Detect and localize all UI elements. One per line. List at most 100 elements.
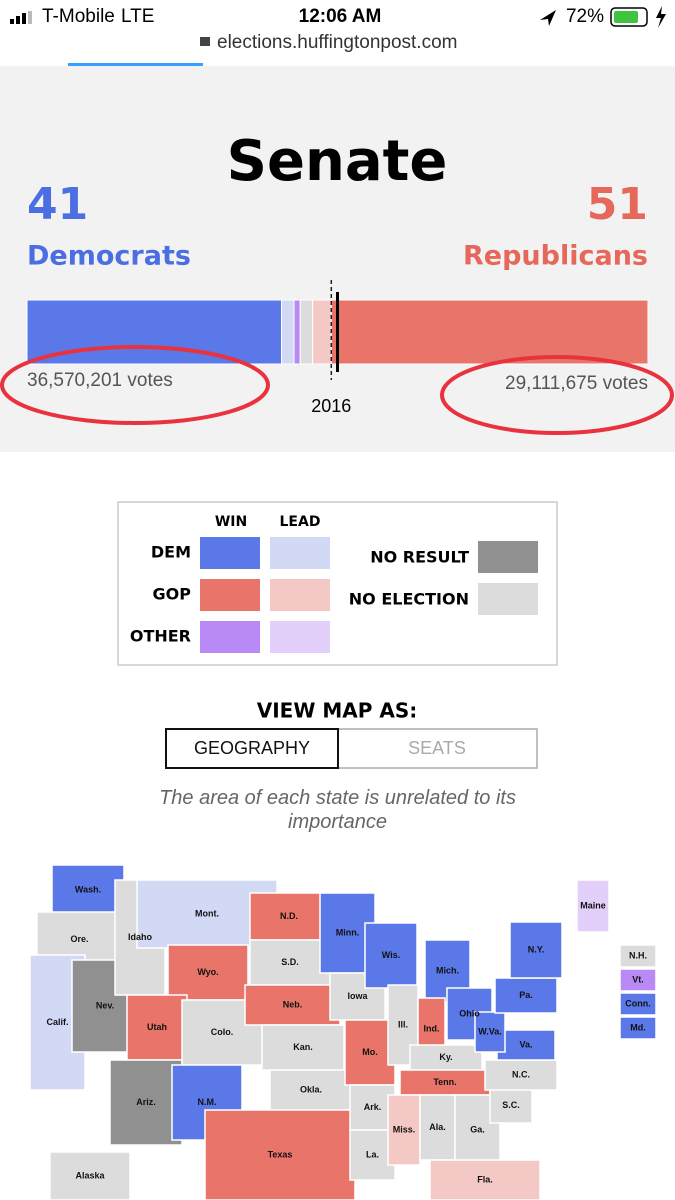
state — [489, 1087, 533, 1124]
state — [249, 939, 331, 986]
state — [619, 992, 657, 1016]
state-label: Utah — [147, 1022, 167, 1032]
state-label: N.D. — [280, 911, 298, 921]
battery-text: 72% — [566, 6, 604, 27]
state-label: Conn. — [625, 998, 651, 1008]
state-label: N.H. — [629, 950, 647, 960]
state — [249, 892, 329, 941]
dem-label: Democrats — [27, 241, 191, 272]
bar-segment — [299, 299, 314, 365]
state — [387, 1094, 421, 1166]
state — [509, 921, 563, 979]
legend-column: LEAD — [280, 514, 321, 530]
legend-row-label: OTHER — [130, 627, 191, 646]
carrier: T-Mobile — [42, 6, 115, 27]
legend-swatch — [270, 579, 330, 611]
legend-extra-label: NO ELECTION — [349, 590, 469, 609]
bar-segment — [330, 299, 649, 365]
legend-swatch — [200, 621, 260, 653]
state — [619, 968, 657, 992]
state — [409, 1044, 483, 1071]
state-label: Tenn. — [433, 1077, 456, 1087]
map: Wash. Ore. Calif. Nev. Idaho Mont. Wyo. Utah Ari… — [29, 864, 657, 1200]
bar-segment — [281, 299, 295, 365]
legend-swatch — [200, 579, 260, 611]
state-label: Alaska — [75, 1170, 105, 1180]
state — [429, 1159, 541, 1200]
annotation-circle — [0, 345, 270, 425]
state-label: Ga. — [470, 1124, 485, 1134]
legend-swatch — [478, 583, 538, 615]
state — [576, 879, 610, 933]
state-label: Wyo. — [197, 967, 218, 977]
legend-row-label: DEM — [151, 543, 191, 562]
state-label: Nev. — [96, 1000, 114, 1010]
dem-votes: 36,570,201 votes — [27, 370, 173, 391]
state — [126, 994, 188, 1061]
clock: 12:06 AM — [299, 6, 382, 27]
title: Senate — [227, 129, 448, 194]
location-icon — [540, 10, 556, 26]
state-label: Mont. — [195, 908, 219, 918]
state-label: N.M. — [198, 1097, 217, 1107]
state — [204, 1109, 356, 1200]
view-heading: VIEW MAP AS: — [257, 699, 418, 723]
dem-seats: 41 — [27, 179, 88, 230]
gop-label: Republicans — [463, 241, 648, 272]
option-seats[interactable]: SEATS — [408, 738, 466, 758]
legend-extra-label: NO RESULT — [370, 548, 469, 567]
lock-icon — [200, 37, 210, 46]
state-label: Ariz. — [136, 1097, 156, 1107]
state — [167, 944, 249, 1001]
toggle-geography[interactable] — [165, 728, 339, 769]
state-label: N.Y. — [528, 944, 545, 954]
state-label: Ark. — [364, 1102, 382, 1112]
state-label: Va. — [519, 1039, 532, 1049]
state-label: Miss. — [393, 1124, 416, 1134]
option-geography[interactable]: GEOGRAPHY — [194, 738, 310, 758]
legend-swatch — [200, 537, 260, 569]
state-label: Iowa — [347, 991, 368, 1001]
legend-column: WIN — [215, 514, 247, 530]
annotation-circle — [440, 355, 674, 435]
state-label: W.Va. — [478, 1026, 502, 1036]
state-label: Ky. — [439, 1052, 452, 1062]
state-label: Ore. — [70, 934, 88, 944]
state-label: Ala. — [429, 1122, 446, 1132]
state-label: Mich. — [436, 965, 459, 975]
state-label: Ohio — [459, 1008, 480, 1018]
state-label: Colo. — [211, 1027, 234, 1037]
state-label: Wis. — [382, 950, 400, 960]
state-label: Vt. — [632, 974, 644, 984]
battery-icon — [610, 7, 648, 27]
state-label: Texas — [268, 1149, 293, 1159]
state-label: Calif. — [46, 1017, 68, 1027]
charging-icon — [656, 6, 666, 28]
state-label: Md. — [630, 1022, 646, 1032]
url[interactable]: elections.huffingtonpost.com — [217, 32, 457, 53]
state — [261, 1024, 345, 1071]
legend-swatch — [270, 537, 330, 569]
reference-label: 2016 — [311, 396, 351, 416]
battery-level — [614, 11, 638, 23]
header-bg — [0, 66, 675, 452]
state-label: Ill. — [398, 1019, 408, 1029]
state-label: Ind. — [424, 1023, 440, 1033]
state-label: Mo. — [362, 1047, 378, 1057]
bar-segment — [293, 299, 301, 365]
state — [364, 922, 418, 989]
state — [474, 1011, 506, 1053]
state-label: La. — [366, 1149, 379, 1159]
state-label: Kan. — [293, 1042, 313, 1052]
bar-segment — [312, 299, 332, 365]
state — [619, 944, 657, 968]
state-label: Minn. — [336, 927, 360, 937]
state — [109, 1059, 183, 1146]
legend-swatch — [478, 541, 538, 573]
state — [619, 1016, 657, 1040]
legend-swatch — [270, 621, 330, 653]
state-label: Idaho — [128, 932, 153, 942]
state-label: S.D. — [281, 957, 299, 967]
gop-votes: 29,111,675 votes — [505, 373, 648, 394]
